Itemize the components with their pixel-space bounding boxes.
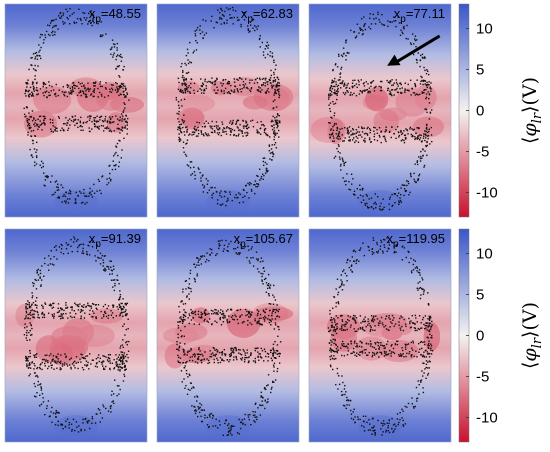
field-panel: xp=48.55 bbox=[4, 3, 148, 218]
colorbar-tick-label: 5 bbox=[476, 62, 484, 79]
panel-label: xp=77.11 bbox=[394, 6, 445, 25]
field-background bbox=[157, 4, 299, 217]
panel-label: xp=119.95 bbox=[387, 231, 445, 250]
panel-border bbox=[156, 3, 300, 218]
panel-border bbox=[308, 228, 452, 443]
colorbar: 10 5 0 -5 -10 ⟨φlr⟩(V) bbox=[458, 3, 545, 218]
field-background bbox=[5, 229, 147, 442]
colorbars: 10 5 0 -5 -10 ⟨φlr⟩(V) 10 5 0 -5 -10 ⟨φlr⟩(V) bbox=[458, 3, 545, 443]
colorbar-tick-label: 10 bbox=[476, 246, 493, 263]
field-panel: xp=62.83 bbox=[156, 3, 300, 218]
particle-overlay bbox=[23, 8, 130, 205]
panel-label: xp=48.55 bbox=[89, 6, 141, 25]
particle-overlay bbox=[176, 239, 282, 437]
colorbar-label: ⟨φlr⟩(V) bbox=[519, 302, 545, 369]
colorbar-tick-label: -10 bbox=[476, 184, 498, 201]
colorbar-tick-label: 5 bbox=[476, 287, 484, 304]
colorbar-tick-label: 10 bbox=[476, 21, 493, 38]
field-panel: xp=119.95 bbox=[308, 228, 452, 443]
colorbar-tick-label: -10 bbox=[476, 409, 498, 426]
particle-overlay bbox=[327, 237, 434, 436]
panel-border bbox=[4, 3, 148, 218]
field-blob-bottom bbox=[206, 190, 250, 215]
panel-grid: xp=48.55 xp=62.83 xp=77.11 xp=91.39 xp=105.6… bbox=[4, 3, 452, 443]
field-blobs bbox=[15, 303, 124, 366]
panel-label: xp=62.83 bbox=[241, 6, 293, 25]
field-background bbox=[309, 4, 451, 217]
panel-label: xp=105.67 bbox=[234, 231, 293, 250]
field-background bbox=[157, 229, 299, 442]
panel-border bbox=[156, 228, 300, 443]
particle-overlay bbox=[23, 236, 130, 433]
panel-label: xp=91.39 bbox=[89, 231, 141, 250]
field-blob-bottom bbox=[54, 415, 98, 440]
particle-overlay bbox=[328, 11, 433, 211]
colorbar: 10 5 0 -5 -10 ⟨φlr⟩(V) bbox=[458, 228, 545, 443]
field-panel: xp=91.39 bbox=[4, 228, 148, 443]
annotation-arrow bbox=[387, 34, 441, 66]
field-panel: xp=105.67 bbox=[156, 228, 300, 443]
field-blobs bbox=[177, 76, 294, 130]
field-blob-bottom bbox=[358, 415, 402, 440]
colorbar-tick-label: 0 bbox=[476, 328, 484, 345]
field-blobs bbox=[162, 302, 294, 369]
field-blob-bottom bbox=[206, 415, 250, 440]
field-panel: xp=77.11 bbox=[308, 3, 452, 218]
particle-overlay bbox=[175, 6, 281, 207]
panel-border bbox=[4, 228, 148, 443]
colorbar-tick-label: -5 bbox=[476, 143, 489, 160]
colorbar-tick-label: -5 bbox=[476, 368, 489, 385]
field-background bbox=[309, 229, 451, 442]
colorbar-tick-label: 0 bbox=[476, 103, 484, 120]
colorbar-label: ⟨φlr⟩(V) bbox=[519, 77, 545, 144]
panel-border bbox=[308, 3, 452, 218]
